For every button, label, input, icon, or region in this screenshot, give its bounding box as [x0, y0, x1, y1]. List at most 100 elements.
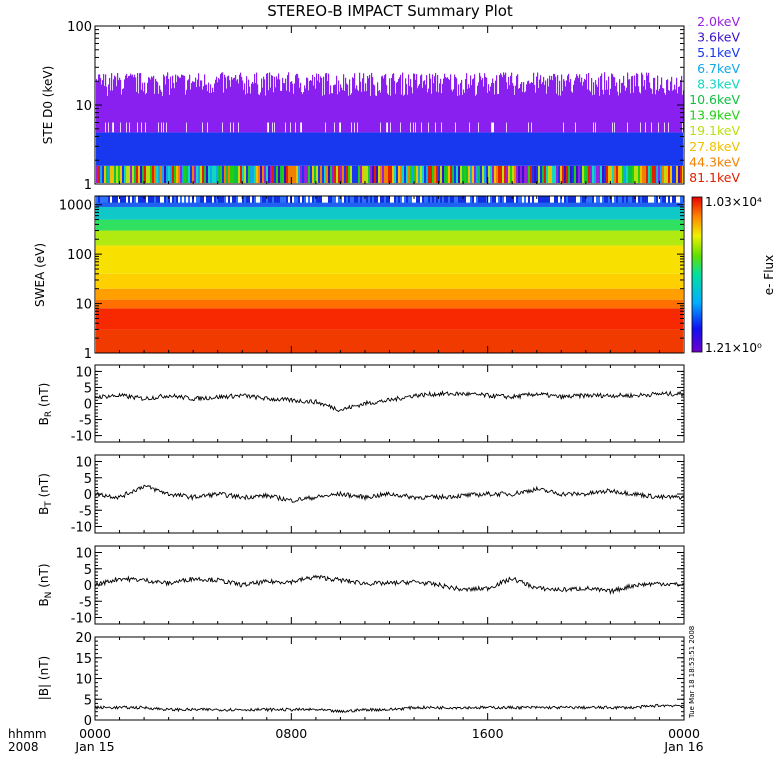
ste-flux-bar — [542, 165, 544, 183]
ste-flux-bar — [476, 165, 478, 183]
ste-purple-spike — [440, 78, 442, 133]
ste-purple-spike — [487, 92, 489, 133]
ste-purple-spike — [203, 86, 205, 133]
ste-purple-spike — [420, 75, 422, 133]
ste-purple-spike — [164, 76, 166, 133]
ste-purple-spike — [611, 73, 613, 133]
ste-purple-spike — [133, 77, 135, 133]
swea-noise-cell — [158, 196, 160, 203]
swea-noise-cell — [268, 196, 270, 203]
swea-noise-cell — [214, 196, 216, 203]
ste-purple-spike — [564, 80, 566, 133]
ste-purple-spike — [560, 95, 562, 133]
ste-flux-bar — [492, 165, 494, 183]
ste-purple-spike — [188, 79, 190, 133]
ste-flux-bar — [654, 165, 656, 183]
ste-flux-bar — [126, 165, 128, 183]
swea-noise-cell — [534, 196, 536, 203]
swea-noise-cell — [188, 196, 190, 203]
swea-noise-cell — [204, 196, 206, 203]
ste-flux-bar — [512, 165, 514, 183]
x-date-label: Jan 16 — [663, 739, 703, 754]
ste-purple-spike — [570, 79, 572, 133]
ste-purple-spike — [341, 87, 343, 133]
ste-purple-spike — [388, 94, 390, 133]
ste-flux-bar — [582, 165, 584, 183]
ste-flux-bar — [612, 165, 614, 183]
swea-noise-cell — [622, 196, 624, 203]
swea-noise-cell — [538, 196, 540, 203]
ste-flux-bar — [576, 165, 578, 183]
swea-noise-cell — [564, 196, 566, 203]
colorbar-label: e- Flux — [762, 255, 776, 295]
ste-flux-bar — [630, 165, 632, 183]
ste-purple-spike — [251, 83, 253, 133]
swea-noise-cell — [650, 196, 652, 203]
ste-purple-spike — [478, 82, 480, 123]
ste-flux-bar — [532, 165, 534, 183]
ste-flux-bar — [464, 165, 466, 183]
ste-purple-spike — [274, 76, 276, 123]
ste-flux-bar — [380, 165, 382, 183]
ste-purple-spike — [153, 75, 155, 133]
ste-flux-bar — [278, 165, 280, 183]
swea-noise-cell — [112, 196, 114, 203]
ste-purple-spike — [113, 79, 115, 123]
ste-flux-bar — [632, 165, 634, 183]
br-frame — [94, 364, 685, 443]
ste-purple-spike — [377, 82, 379, 133]
ste-purple-spike — [666, 80, 668, 133]
ste-flux-bar — [240, 165, 242, 183]
swea-noise-cell — [96, 196, 98, 203]
ste-flux-bar — [110, 165, 112, 183]
ste-flux-bar — [140, 165, 142, 183]
ste-purple-spike — [361, 91, 363, 133]
swea-noise-cell — [216, 196, 218, 203]
ste-purple-spike — [664, 92, 666, 123]
swea-noise-cell — [416, 196, 418, 203]
ste-purple-spike — [223, 92, 225, 133]
ste-purple-spike — [669, 90, 671, 133]
ste-purple-spike — [489, 90, 491, 133]
swea-noise-cell — [466, 196, 468, 203]
ste-flux-bar — [400, 165, 402, 183]
ste-purple-spike — [544, 84, 546, 133]
ste-purple-spike — [198, 73, 200, 133]
ste-flux-bar — [428, 165, 430, 183]
ste-purple-spike — [106, 86, 108, 133]
swea-noise-cell — [642, 196, 644, 203]
ste-purple-spike — [97, 81, 99, 133]
swea-noise-cell — [330, 196, 332, 203]
ste-purple-spike — [410, 79, 412, 123]
swea-noise-cell — [278, 196, 280, 203]
ste-purple-spike — [515, 85, 517, 133]
b-tick-label: 5 — [84, 381, 92, 396]
swea-noise-cell — [374, 196, 376, 203]
swea-noise-cell — [164, 196, 166, 203]
ste-purple-spike — [124, 79, 126, 133]
ste-flux-bar — [508, 165, 510, 183]
ste-purple-spike — [414, 73, 416, 133]
ste-purple-spike — [306, 77, 308, 133]
ste-purple-spike — [273, 92, 275, 133]
b-tick-label: 0 — [84, 714, 92, 729]
ste-flux-bar — [262, 165, 264, 183]
ste-flux-bar — [480, 165, 482, 183]
swea-noise-cell — [436, 196, 438, 203]
ste-flux-bar — [668, 165, 670, 183]
ste-purple-spike — [431, 93, 433, 133]
swea-noise-cell — [156, 196, 158, 203]
ste-purple-spike — [601, 73, 603, 133]
swea-noise-cell — [316, 196, 318, 203]
ste-flux-bar — [594, 165, 596, 183]
ste-flux-bar — [648, 165, 650, 183]
ste-flux-bar — [160, 165, 162, 183]
ste-purple-spike — [216, 76, 218, 133]
ste-purple-spike — [178, 76, 180, 133]
ste-purple-spike — [208, 82, 210, 133]
swea-noise-cell — [218, 196, 220, 203]
swea-noise-cell — [228, 196, 230, 203]
ste-purple-spike — [144, 82, 146, 133]
ste-purple-spike — [422, 87, 424, 133]
ste-flux-bar — [616, 165, 618, 183]
